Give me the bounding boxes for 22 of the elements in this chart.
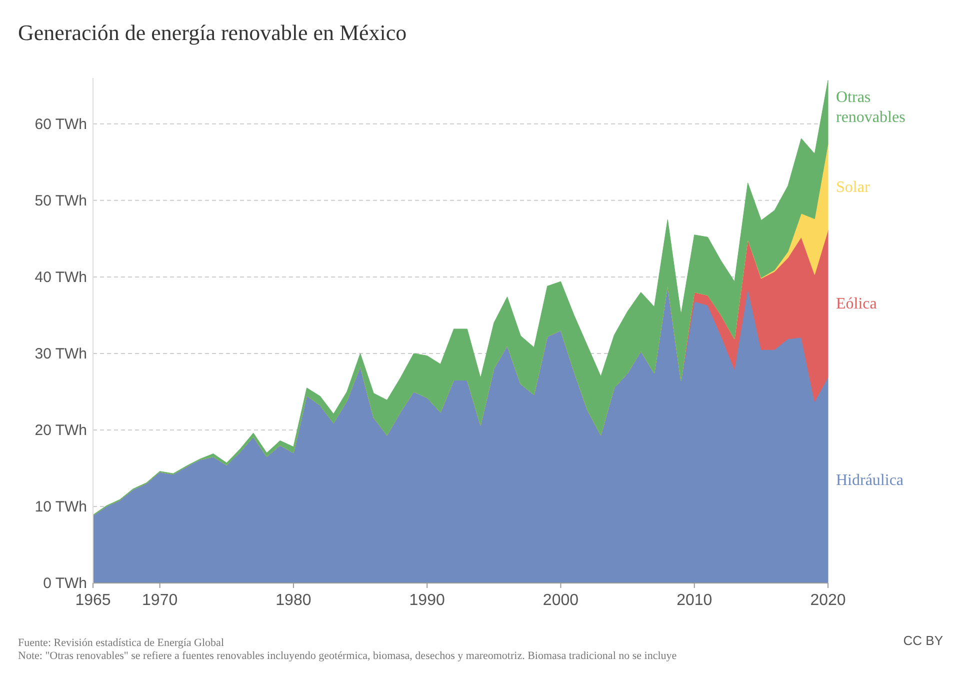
- y-tick-label: 0 TWh: [43, 575, 87, 592]
- x-tick-label: 1965: [75, 592, 111, 609]
- series-label: Eólica: [836, 296, 877, 313]
- y-tick-label: 50 TWh: [34, 192, 87, 210]
- y-tick-label: 40 TWh: [34, 268, 87, 286]
- x-tick-label: 2000: [542, 592, 579, 609]
- y-tick-label: 30 TWh: [34, 345, 87, 362]
- x-tick-label: 2020: [810, 592, 846, 609]
- source-note: Fuente: Revisión estadística de Energía Global: [18, 637, 224, 649]
- x-tick-label: 2010: [676, 592, 712, 609]
- text: Note: "Otras renovables" se refiere a fuentes renovables incluyendo geotérmica, biomasa, desechos y mareomotriz. Biomasa tradicional no se incluye: [18, 650, 677, 662]
- series-label: Otras renovables: [836, 89, 906, 126]
- y-tick-label: 10 TWh: [34, 498, 87, 516]
- series-label: Hidráulica: [836, 472, 904, 490]
- x-tick-label: 1990: [409, 592, 445, 609]
- text: CC BY: [903, 633, 944, 648]
- x-tick-label: 1970: [142, 592, 178, 609]
- y-tick-label: 60 TWh: [34, 116, 87, 133]
- x-tick-label: 1980: [276, 592, 312, 609]
- series-label: Solar: [836, 179, 870, 196]
- chart-title: Generación de energía renovable en México: [18, 20, 407, 45]
- y-tick-label: 20 TWh: [34, 422, 87, 439]
